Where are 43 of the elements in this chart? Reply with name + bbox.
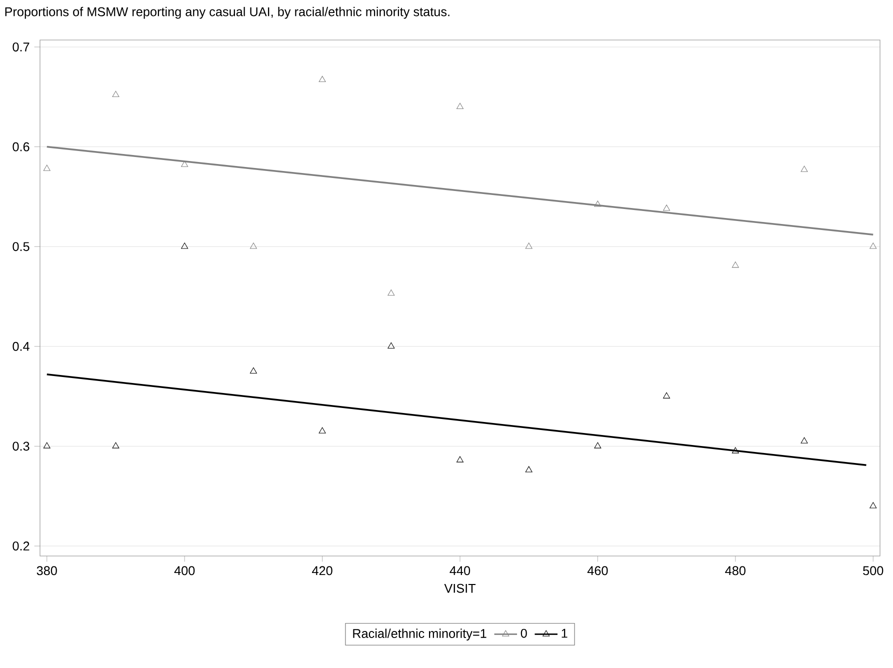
point [112,442,120,448]
point [800,166,808,172]
point [594,200,602,207]
point [870,242,877,249]
point [732,447,739,454]
point [732,262,739,268]
y-tick-label: 0.3 [12,442,30,451]
x-tick-label: 400 [174,566,195,576]
y-tick-label: 0.6 [12,142,30,152]
y-tick-label: 0.2 [12,542,30,551]
chart-title: Proportions of MSMW reporting any casual UAI, by racial/ethnic minority status. [5,6,450,19]
point [318,76,326,82]
point [663,204,670,211]
point [525,242,532,249]
y-tick-label: 0.4 [12,342,30,351]
point [388,290,395,296]
x-tick-label: 440 [450,566,470,576]
point [112,90,120,98]
point [43,442,50,448]
y-tick-label: 0.7 [12,42,30,52]
point [456,102,464,110]
point [525,466,532,472]
legend-title: Racial/ethnic minority=1 [353,628,486,640]
legend-label: 1 [562,628,568,638]
point [181,242,188,249]
y-tick-label: 0.5 [12,242,30,252]
point [318,427,326,434]
x-tick-label: 480 [725,566,746,576]
point [594,442,602,448]
x-axis-title: VISIT [444,584,476,593]
point [800,437,808,444]
point [870,502,877,508]
x-tick-label: 380 [36,566,57,576]
x-tick-label: 460 [587,566,608,576]
legend-label: 0 [520,628,527,638]
point [250,367,257,374]
x-tick-label: 420 [312,566,332,576]
x-tick-label: 500 [863,566,884,576]
point [388,342,395,349]
point [250,242,257,249]
point [43,164,50,171]
point [663,392,670,398]
point [456,456,464,462]
